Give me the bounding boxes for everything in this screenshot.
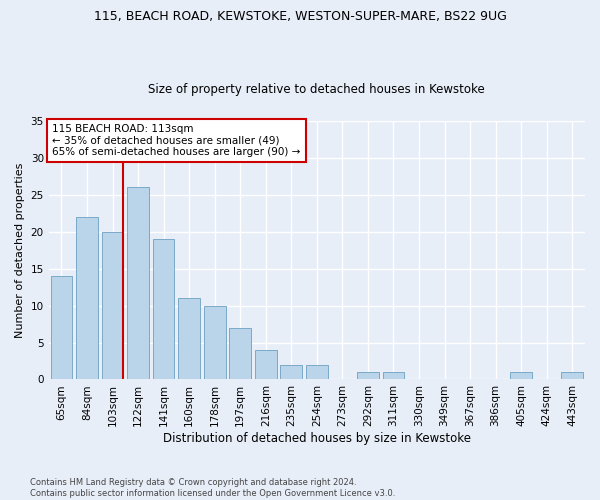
Text: 115, BEACH ROAD, KEWSTOKE, WESTON-SUPER-MARE, BS22 9UG: 115, BEACH ROAD, KEWSTOKE, WESTON-SUPER-… <box>94 10 506 23</box>
Bar <box>127 188 149 380</box>
Bar <box>510 372 532 380</box>
Title: Size of property relative to detached houses in Kewstoke: Size of property relative to detached ho… <box>148 83 485 96</box>
Bar <box>204 306 226 380</box>
Bar <box>383 372 404 380</box>
Bar <box>280 364 302 380</box>
Bar <box>255 350 277 380</box>
Bar <box>50 276 72 380</box>
Bar <box>562 372 583 380</box>
Bar <box>357 372 379 380</box>
Bar <box>306 364 328 380</box>
Bar <box>101 232 124 380</box>
Bar <box>76 217 98 380</box>
Y-axis label: Number of detached properties: Number of detached properties <box>15 162 25 338</box>
Text: Contains HM Land Registry data © Crown copyright and database right 2024.
Contai: Contains HM Land Registry data © Crown c… <box>30 478 395 498</box>
Bar <box>178 298 200 380</box>
Bar <box>229 328 251 380</box>
X-axis label: Distribution of detached houses by size in Kewstoke: Distribution of detached houses by size … <box>163 432 471 445</box>
Text: 115 BEACH ROAD: 113sqm
← 35% of detached houses are smaller (49)
65% of semi-det: 115 BEACH ROAD: 113sqm ← 35% of detached… <box>52 124 301 157</box>
Bar <box>153 239 175 380</box>
